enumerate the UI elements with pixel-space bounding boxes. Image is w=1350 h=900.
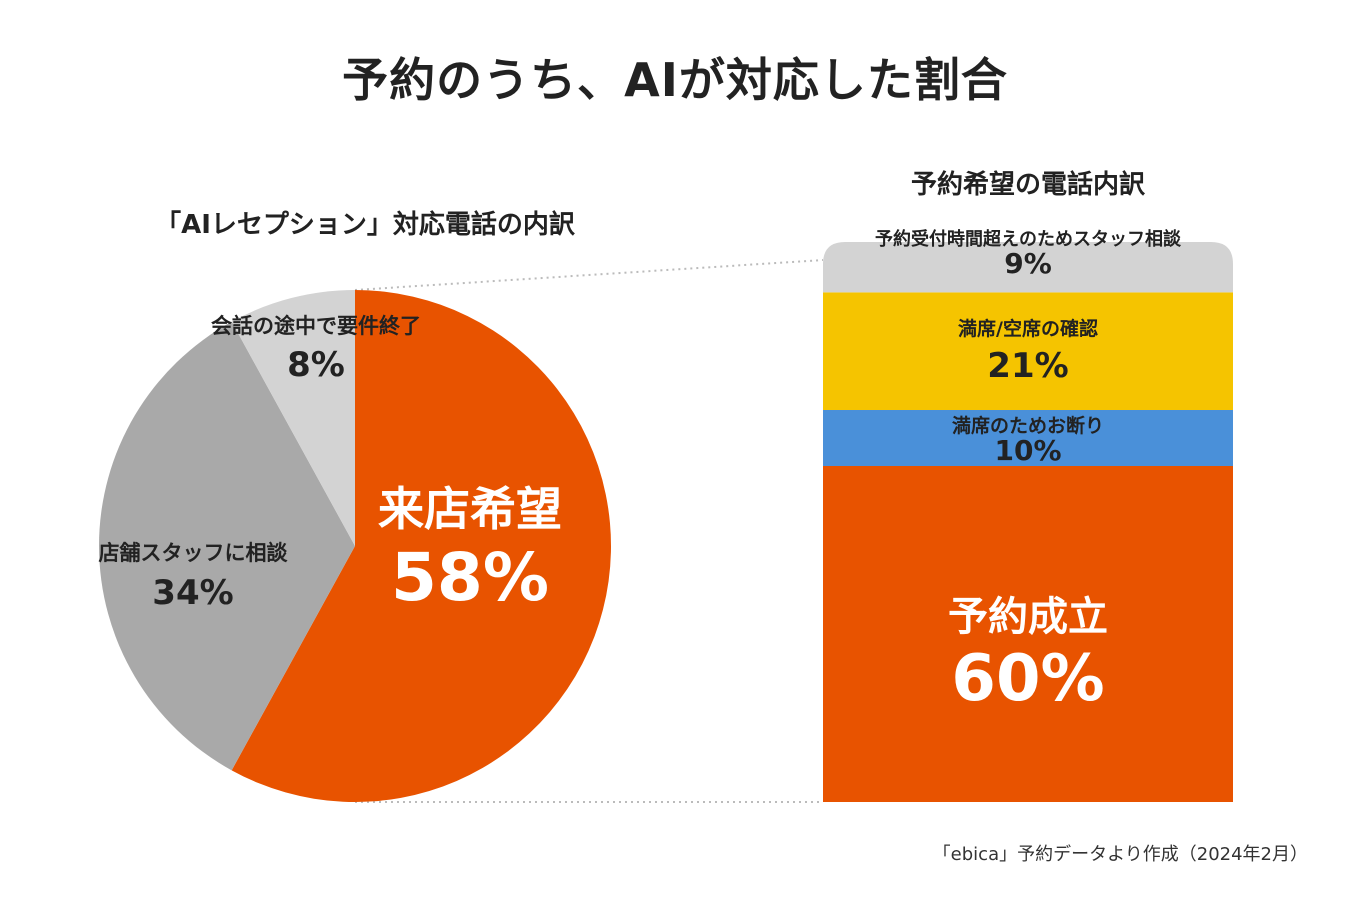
bar-segment-value: 10% (994, 434, 1061, 467)
pie-slice-name: 店舗スタッフに相談 (99, 541, 289, 565)
pie-chart-title: 「AIレセプション」対応電話の内訳 (155, 210, 575, 240)
pie-slice (231, 290, 355, 546)
pie-slice-value: 58% (391, 539, 549, 616)
bar-segment-value: 21% (987, 346, 1068, 386)
bar-chart-title: 予約希望の電話内訳 (910, 170, 1145, 200)
source-note: 「ebica」予約データより作成（2024年2月） (932, 844, 1308, 865)
bar-segment (823, 466, 1233, 802)
bar-segment-name: 予約成立 (948, 594, 1108, 640)
bar-segment-name: 満席/空席の確認 (958, 317, 1098, 340)
bar-segment (823, 292, 1233, 410)
connector-line-top (354, 259, 824, 291)
pie-slice-name: 会話の途中で要件終了 (211, 314, 421, 338)
pie-slice (99, 321, 355, 771)
pie-slice-value: 34% (152, 573, 233, 613)
bar-segment-name: 満席のためお断り (952, 414, 1104, 437)
page-title: 予約のうち、AIが対応した割合 (342, 53, 1008, 107)
bar-segment-name: 予約受付時間超えのためスタッフ相談 (875, 228, 1182, 250)
bar-segment-value: 9% (1004, 247, 1052, 280)
bar-segment (823, 410, 1233, 466)
bar-segment-value: 60% (951, 642, 1104, 716)
pie-slice-value: 8% (287, 345, 345, 385)
bar-segment (823, 242, 1233, 293)
pie-slice-name: 来店希望 (378, 482, 562, 536)
pie-slice (231, 290, 611, 802)
